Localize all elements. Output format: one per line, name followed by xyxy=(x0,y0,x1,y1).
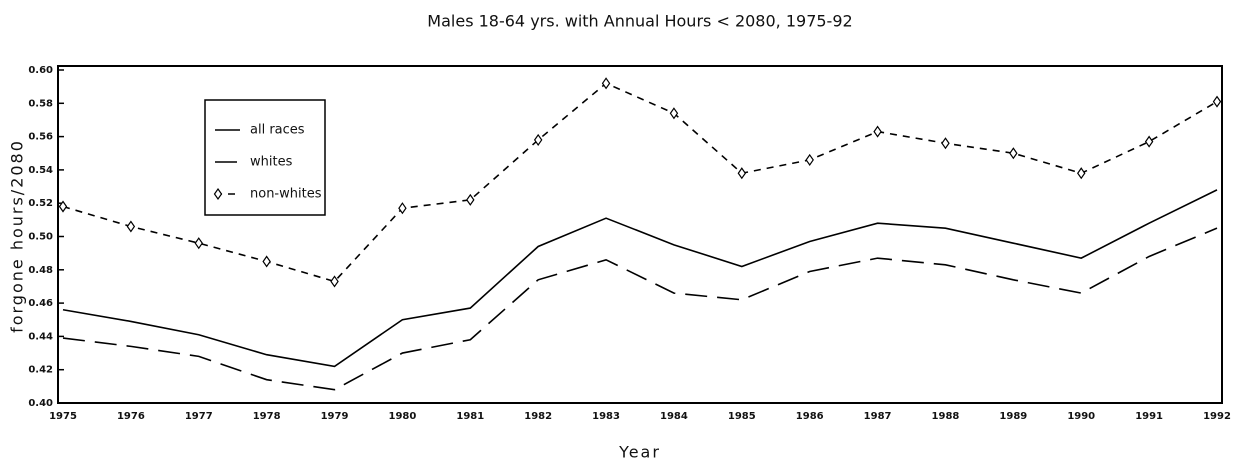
x-tick-label: 1992 xyxy=(1203,411,1231,422)
x-tick-label: 1984 xyxy=(660,411,688,422)
legend-label: whites xyxy=(250,155,293,170)
data-point xyxy=(737,167,747,180)
data-point xyxy=(262,255,271,268)
data-point xyxy=(1144,135,1154,148)
x-tick-label: 1982 xyxy=(524,411,552,422)
x-axis-title: Year xyxy=(618,443,661,462)
y-axis-title: forgone hours/2080 xyxy=(8,139,27,333)
x-tick-label: 1980 xyxy=(388,411,416,422)
y-tick-label: 0.44 xyxy=(28,331,53,342)
y-tick-label: 0.60 xyxy=(28,65,53,76)
data-point xyxy=(941,137,950,150)
x-tick-label: 1975 xyxy=(49,411,77,422)
data-point xyxy=(466,193,475,206)
data-point xyxy=(601,77,611,90)
y-tick-label: 0.48 xyxy=(28,265,53,276)
y-tick-label: 0.50 xyxy=(28,232,53,243)
series-line xyxy=(62,82,1218,283)
plot-frame xyxy=(57,65,1223,404)
data-point xyxy=(533,133,543,146)
data-point xyxy=(398,202,407,215)
x-tick-label: 1978 xyxy=(253,411,281,422)
data-point xyxy=(873,125,882,138)
y-tick-label: 0.40 xyxy=(28,398,53,409)
data-point xyxy=(58,200,68,213)
data-point xyxy=(126,220,136,233)
y-tick-label: 0.58 xyxy=(28,98,53,109)
legend-label: non-whites xyxy=(250,187,322,202)
x-tick-label: 1990 xyxy=(1067,411,1095,422)
data-point xyxy=(1009,147,1018,160)
legend-box xyxy=(204,99,326,216)
data-point xyxy=(330,275,339,288)
y-tick-label: 0.54 xyxy=(28,165,53,176)
x-tick-label: 1987 xyxy=(864,411,892,422)
legend-marker xyxy=(213,187,223,201)
x-tick-label: 1979 xyxy=(321,411,349,422)
data-point xyxy=(194,237,203,250)
x-tick-label: 1988 xyxy=(932,411,960,422)
x-tick-label: 1976 xyxy=(117,411,145,422)
y-tick-label: 0.46 xyxy=(28,298,53,309)
x-tick-label: 1977 xyxy=(185,411,213,422)
x-tick-label: 1985 xyxy=(728,411,756,422)
series-line xyxy=(62,227,1218,391)
y-tick-label: 0.52 xyxy=(28,198,53,209)
y-tick-label: 0.56 xyxy=(28,132,53,143)
x-tick-label: 1983 xyxy=(592,411,620,422)
data-point xyxy=(1077,167,1086,180)
x-tick-label: 1986 xyxy=(796,411,824,422)
data-point xyxy=(1212,95,1222,108)
legend-label: all races xyxy=(250,123,305,138)
x-tick-label: 1991 xyxy=(1135,411,1163,422)
y-tick-label: 0.42 xyxy=(28,365,53,376)
data-point xyxy=(669,107,679,120)
chart-title: Males 18-64 yrs. with Annual Hours < 208… xyxy=(427,12,852,31)
x-tick-label: 1981 xyxy=(456,411,484,422)
data-point xyxy=(805,153,814,166)
series-line xyxy=(62,189,1218,368)
x-tick-label: 1989 xyxy=(999,411,1027,422)
